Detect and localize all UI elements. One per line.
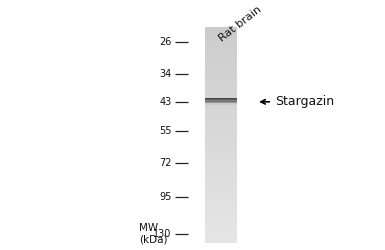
- Text: 43: 43: [159, 97, 172, 107]
- Text: Stargazin: Stargazin: [275, 95, 334, 108]
- Text: MW
(kDa): MW (kDa): [139, 222, 168, 245]
- Text: 72: 72: [159, 158, 172, 168]
- Text: 55: 55: [159, 126, 172, 136]
- Text: 26: 26: [159, 37, 172, 47]
- Text: 130: 130: [153, 229, 172, 239]
- Text: 34: 34: [159, 69, 172, 79]
- Text: 95: 95: [159, 192, 172, 202]
- Text: Rat brain: Rat brain: [217, 5, 263, 44]
